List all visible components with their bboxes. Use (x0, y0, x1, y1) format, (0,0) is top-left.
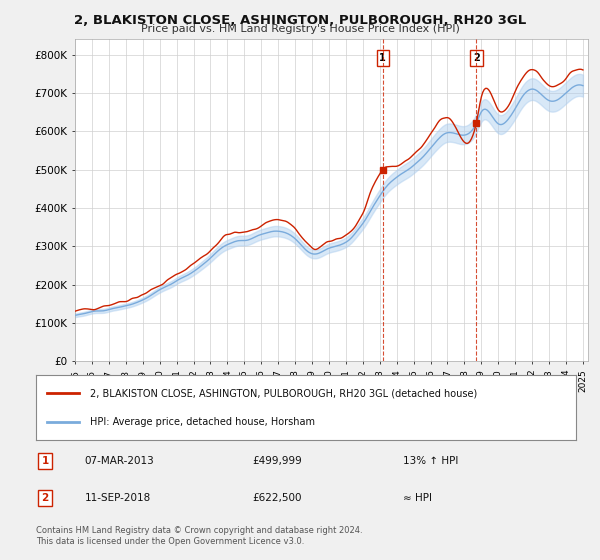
Text: 2: 2 (473, 53, 480, 63)
Text: Price paid vs. HM Land Registry's House Price Index (HPI): Price paid vs. HM Land Registry's House … (140, 24, 460, 34)
Text: 07-MAR-2013: 07-MAR-2013 (85, 456, 154, 466)
Text: 11-SEP-2018: 11-SEP-2018 (85, 493, 151, 503)
Text: 1: 1 (379, 53, 386, 63)
Text: 2: 2 (41, 493, 49, 503)
Text: Contains HM Land Registry data © Crown copyright and database right 2024.
This d: Contains HM Land Registry data © Crown c… (36, 526, 362, 546)
Text: ≈ HPI: ≈ HPI (403, 493, 432, 503)
Text: 13% ↑ HPI: 13% ↑ HPI (403, 456, 458, 466)
Text: 2, BLAKISTON CLOSE, ASHINGTON, PULBOROUGH, RH20 3GL: 2, BLAKISTON CLOSE, ASHINGTON, PULBOROUG… (74, 14, 526, 27)
Text: HPI: Average price, detached house, Horsham: HPI: Average price, detached house, Hors… (90, 417, 315, 427)
Text: £622,500: £622,500 (252, 493, 302, 503)
Text: 1: 1 (41, 456, 49, 466)
Text: 2, BLAKISTON CLOSE, ASHINGTON, PULBOROUGH, RH20 3GL (detached house): 2, BLAKISTON CLOSE, ASHINGTON, PULBOROUG… (90, 388, 477, 398)
Text: £499,999: £499,999 (252, 456, 302, 466)
